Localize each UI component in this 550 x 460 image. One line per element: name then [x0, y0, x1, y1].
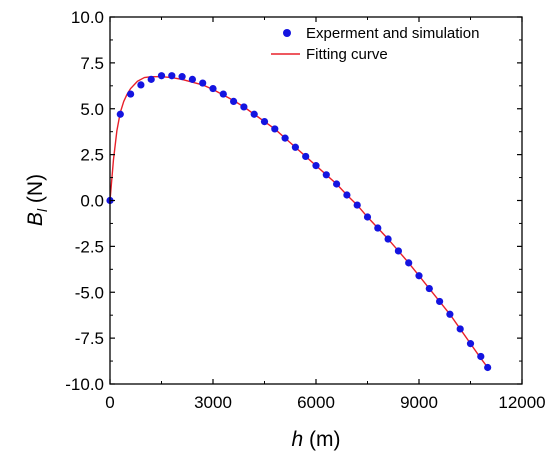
x-tick-label: 9000 — [400, 393, 438, 412]
data-point — [260, 117, 269, 126]
y-tick-label: -10.0 — [65, 375, 104, 394]
data-point — [374, 224, 382, 232]
data-point — [168, 72, 176, 80]
y-axis-ticks: -10.0 -7.5 -5.0 -2.5 0.0 2.5 5.0 7.5 10.0 — [65, 8, 522, 394]
data-point — [271, 125, 279, 133]
data-point — [353, 201, 361, 209]
y-tick-label: 7.5 — [80, 54, 104, 73]
x-axis-title: h (m) — [291, 428, 340, 451]
data-point — [291, 143, 299, 151]
data-point — [219, 90, 227, 98]
x-axis-unit: (m) — [303, 428, 340, 451]
data-point — [333, 180, 341, 188]
data-point — [230, 97, 238, 106]
x-tick-label: 3000 — [194, 393, 232, 412]
data-point — [199, 79, 207, 87]
data-point — [394, 247, 402, 255]
data-point — [446, 310, 454, 318]
data-point — [384, 235, 392, 243]
legend-label-fitting-curve: Fitting curve — [306, 46, 388, 63]
data-point — [188, 75, 196, 83]
data-point — [466, 340, 475, 348]
scatter-points-layer — [106, 72, 492, 372]
data-point — [137, 81, 145, 89]
data-point — [250, 110, 258, 118]
data-point — [312, 162, 320, 170]
x-tick-label: 6000 — [297, 393, 335, 412]
data-point — [240, 103, 248, 111]
data-point — [157, 72, 166, 80]
data-point — [281, 134, 289, 142]
data-point — [405, 259, 413, 267]
x-tick-label: 0 — [105, 393, 114, 412]
y-axis-symbol: B — [24, 212, 47, 226]
data-point — [363, 213, 372, 221]
data-point — [127, 90, 135, 98]
data-point — [477, 352, 485, 361]
y-tick-label: -7.5 — [75, 329, 104, 348]
data-point — [209, 84, 217, 93]
y-tick-label: 0.0 — [80, 192, 104, 211]
data-point — [425, 284, 433, 293]
y-axis-title: Bl (N) — [24, 174, 50, 226]
data-point — [436, 297, 444, 306]
x-axis-symbol: h — [291, 428, 303, 451]
y-axis-unit: (N) — [24, 174, 47, 209]
y-tick-label: 5.0 — [80, 100, 104, 119]
data-point — [456, 325, 464, 333]
data-point — [302, 152, 310, 161]
data-point — [178, 73, 186, 81]
x-tick-label: 12000 — [498, 393, 545, 412]
data-point — [322, 171, 330, 179]
legend-label-experiment: Experment and simulation — [306, 25, 479, 42]
legend: Experment and simulation Fitting curve — [271, 25, 479, 63]
data-point — [343, 191, 351, 199]
y-tick-label: 2.5 — [80, 146, 104, 165]
y-tick-label: -5.0 — [75, 283, 104, 302]
y-tick-label: 10.0 — [71, 8, 104, 27]
y-tick-label: -2.5 — [75, 237, 104, 256]
data-point — [484, 363, 492, 372]
x-axis-ticks: 0 3000 6000 9000 12000 — [105, 17, 546, 412]
legend-scatter-marker — [283, 29, 291, 37]
y-axis-subscript: l — [34, 208, 50, 212]
data-point — [415, 272, 423, 280]
data-point — [116, 110, 124, 118]
data-point — [147, 75, 155, 83]
